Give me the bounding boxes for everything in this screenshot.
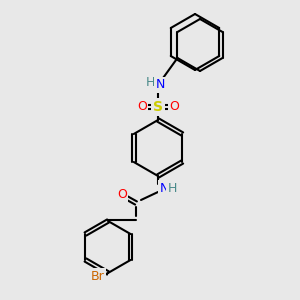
Text: O: O — [169, 100, 179, 113]
Text: N: N — [159, 182, 169, 194]
Text: O: O — [137, 100, 147, 113]
Text: N: N — [155, 79, 165, 92]
Text: Br: Br — [91, 269, 105, 283]
Text: S: S — [153, 100, 163, 114]
Text: H: H — [167, 182, 177, 194]
Text: O: O — [117, 188, 127, 202]
Text: H: H — [145, 76, 155, 89]
